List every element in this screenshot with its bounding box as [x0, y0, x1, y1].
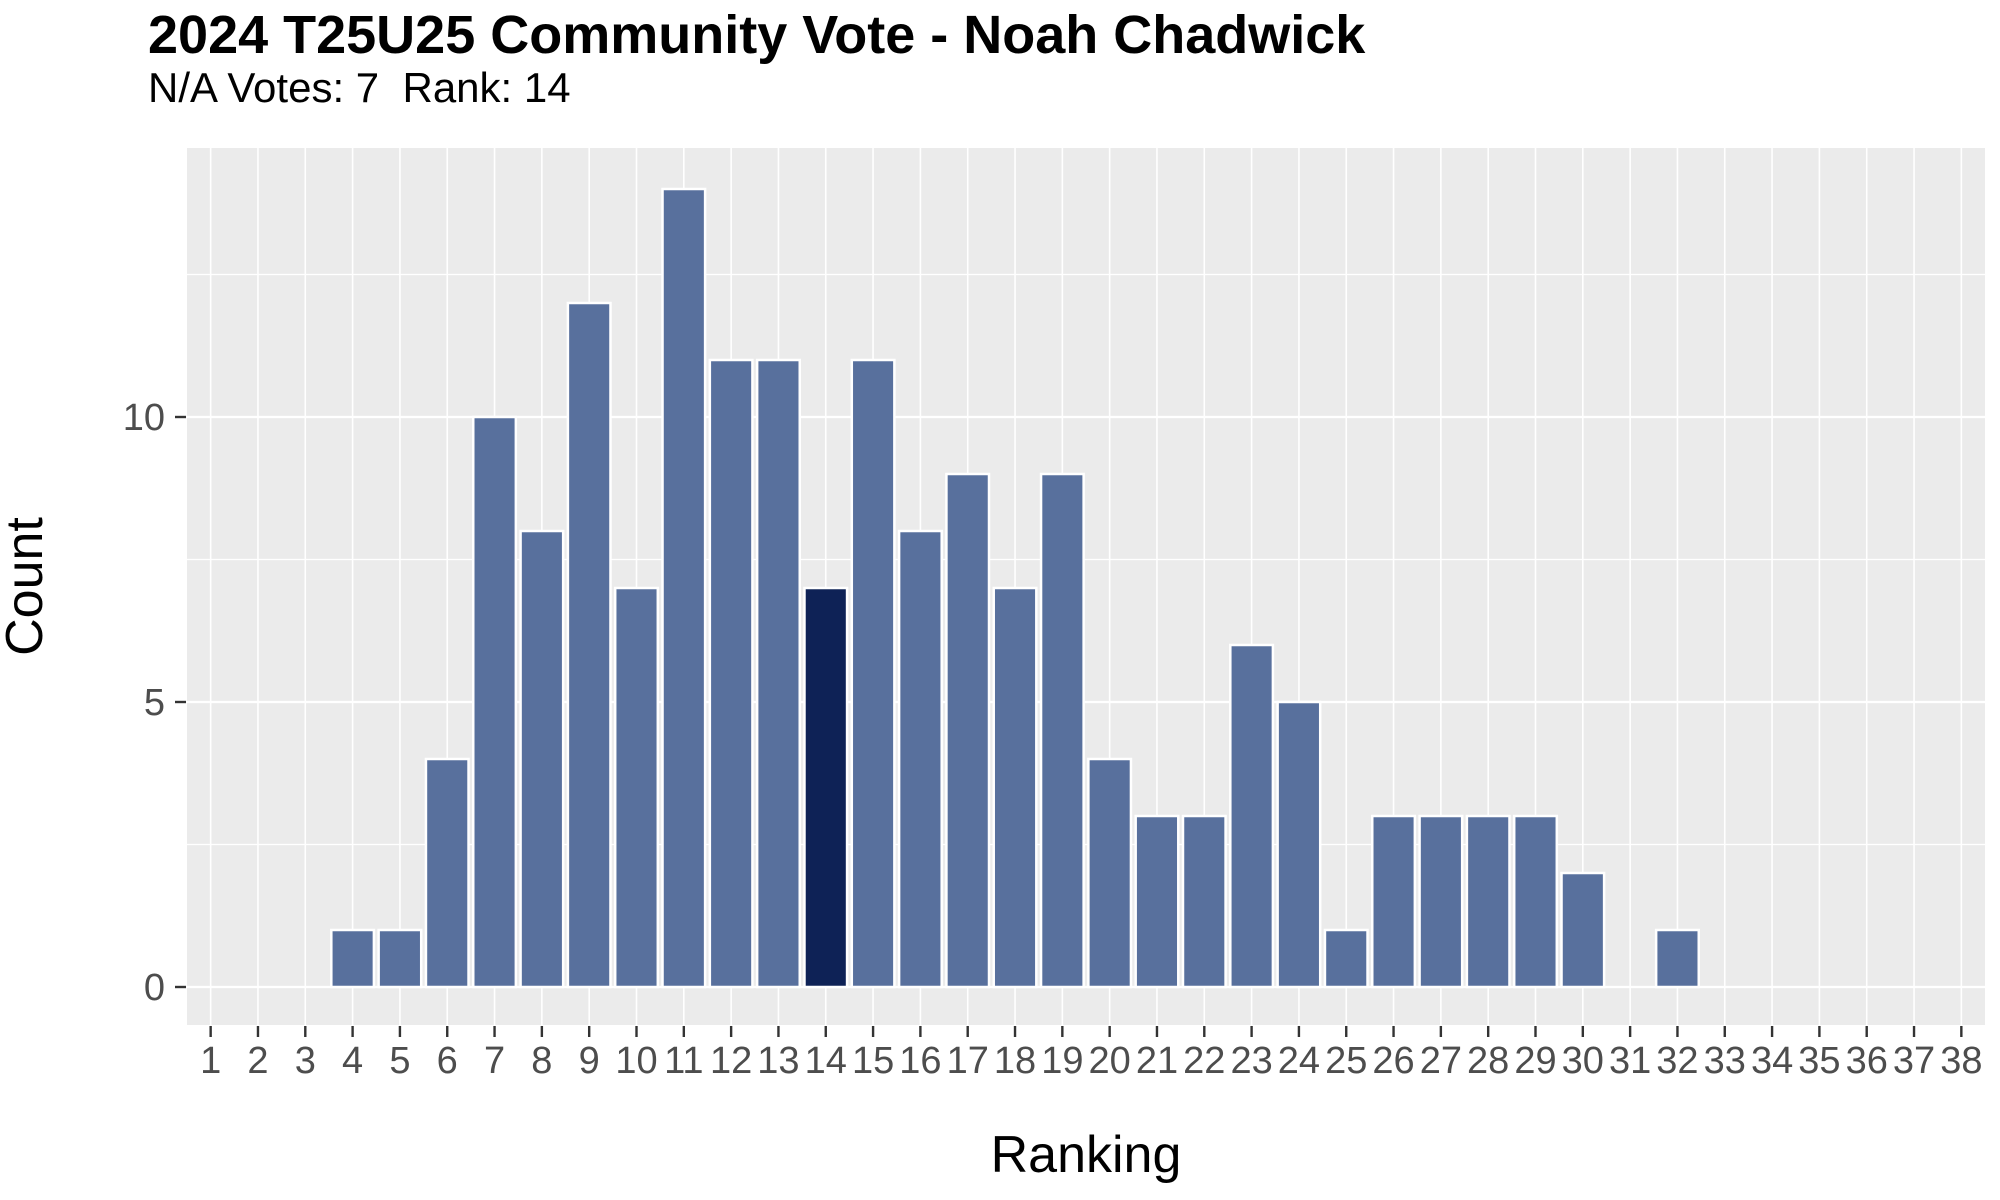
x-tick-label-1: 1 — [200, 1040, 221, 1082]
bar-rank-32 — [1654, 928, 1700, 989]
bars — [330, 187, 1700, 989]
x-tick-label-24: 24 — [1278, 1040, 1320, 1082]
y-tick-label-5: 5 — [144, 682, 165, 724]
x-tick-label-14: 14 — [805, 1040, 847, 1082]
bar-rank-20 — [1087, 757, 1133, 989]
bar-rank-15 — [850, 358, 896, 989]
x-axis-labels: 1 2 3 4 5 6 7 8 9 10 11 12 13 14 15 16 17 18 19 20 21 22 23 24 2… — [200, 1040, 1982, 1082]
x-tick-label-8: 8 — [531, 1040, 552, 1082]
x-tick-label-26: 26 — [1372, 1040, 1414, 1082]
y-axis-title: Count — [0, 517, 54, 656]
x-tick-label-4: 4 — [342, 1040, 363, 1082]
x-tick-label-34: 34 — [1751, 1040, 1793, 1082]
axis-ticks — [175, 415, 1963, 1037]
bar-rank-30 — [1560, 871, 1606, 989]
x-tick-label-18: 18 — [994, 1040, 1036, 1082]
chart-subtitle: N/A Votes: 7 Rank: 14 — [148, 64, 571, 111]
x-tick-label-30: 30 — [1562, 1040, 1604, 1082]
x-tick-label-25: 25 — [1325, 1040, 1367, 1082]
bar-rank-6 — [424, 757, 470, 989]
x-tick-label-35: 35 — [1798, 1040, 1840, 1082]
x-tick-label-33: 33 — [1704, 1040, 1746, 1082]
x-tick-label-3: 3 — [295, 1040, 316, 1082]
x-tick-label-5: 5 — [389, 1040, 410, 1082]
x-tick-label-22: 22 — [1183, 1040, 1225, 1082]
x-tick-label-38: 38 — [1940, 1040, 1982, 1082]
bar-rank-8 — [519, 529, 565, 989]
x-tick-label-13: 13 — [757, 1040, 799, 1082]
x-tick-label-28: 28 — [1467, 1040, 1509, 1082]
bar-rank-26 — [1371, 814, 1417, 989]
bar-rank-27 — [1418, 814, 1464, 989]
bar-rank-14 — [803, 586, 849, 989]
bar-rank-22 — [1181, 814, 1227, 989]
bar-rank-21 — [1134, 814, 1180, 989]
bar-rank-11 — [661, 187, 707, 989]
x-tick-label-31: 31 — [1609, 1040, 1651, 1082]
x-tick-label-20: 20 — [1089, 1040, 1131, 1082]
x-tick-label-27: 27 — [1420, 1040, 1462, 1082]
x-tick-label-12: 12 — [710, 1040, 752, 1082]
bar-rank-24 — [1276, 700, 1322, 989]
x-tick-label-36: 36 — [1846, 1040, 1888, 1082]
bar-rank-7 — [472, 415, 518, 989]
bar-rank-17 — [945, 472, 991, 989]
x-tick-label-21: 21 — [1136, 1040, 1178, 1082]
x-tick-label-29: 29 — [1514, 1040, 1556, 1082]
bar-rank-4 — [330, 928, 376, 989]
bar-rank-16 — [897, 529, 943, 989]
x-tick-label-16: 16 — [899, 1040, 941, 1082]
bar-rank-18 — [992, 586, 1038, 989]
bar-rank-5 — [377, 928, 423, 989]
x-tick-label-15: 15 — [852, 1040, 894, 1082]
bar-rank-29 — [1512, 814, 1559, 989]
x-tick-label-9: 9 — [579, 1040, 600, 1082]
x-tick-label-23: 23 — [1230, 1040, 1272, 1082]
x-tick-label-6: 6 — [437, 1040, 458, 1082]
y-tick-label-10: 10 — [123, 397, 165, 439]
x-tick-label-37: 37 — [1893, 1040, 1935, 1082]
bar-rank-13 — [755, 358, 801, 989]
bar-rank-23 — [1229, 643, 1275, 989]
x-tick-label-7: 7 — [484, 1040, 505, 1082]
x-tick-label-11: 11 — [664, 1040, 703, 1082]
bar-rank-9 — [566, 301, 612, 989]
bar-rank-28 — [1465, 814, 1511, 989]
bar-rank-10 — [613, 586, 660, 989]
x-tick-label-17: 17 — [947, 1040, 989, 1082]
bar-rank-25 — [1323, 928, 1369, 989]
x-tick-label-19: 19 — [1041, 1040, 1083, 1082]
bar-rank-12 — [708, 358, 754, 989]
y-tick-label-0: 0 — [144, 967, 165, 1009]
bar-rank-19 — [1039, 472, 1085, 989]
x-tick-label-10: 10 — [615, 1040, 657, 1082]
chart-title: 2024 T25U25 Community Vote - Noah Chadwi… — [148, 5, 1366, 65]
y-axis-labels: 0 5 10 — [123, 397, 165, 1009]
x-axis-title: Ranking — [991, 1126, 1182, 1184]
x-tick-label-2: 2 — [247, 1040, 268, 1082]
x-tick-label-32: 32 — [1656, 1040, 1698, 1082]
